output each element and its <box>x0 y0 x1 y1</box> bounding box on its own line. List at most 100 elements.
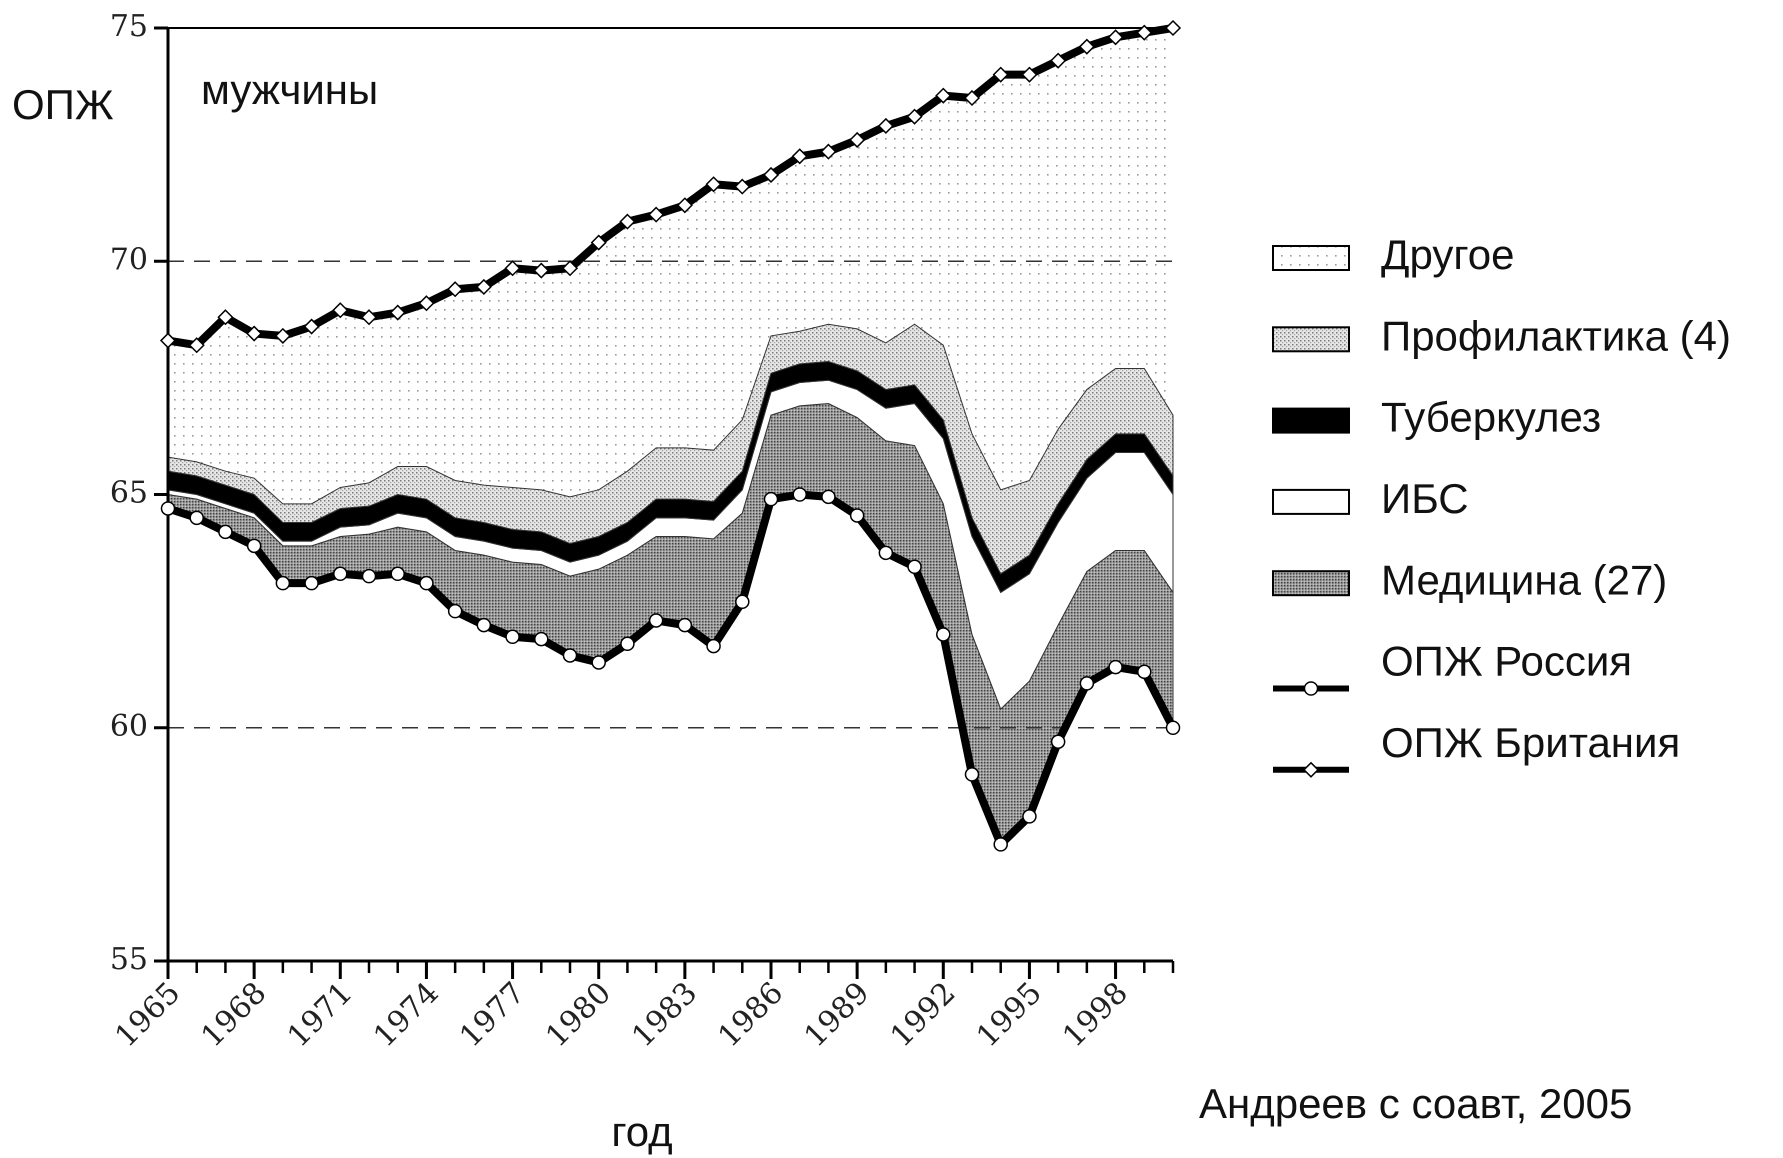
point-diamond <box>1050 52 1067 69</box>
point-diamond <box>619 213 636 230</box>
legend-label: Туберкулез <box>1381 394 1601 441</box>
point-circle <box>878 545 894 561</box>
y-tick-label: 60 <box>110 709 148 744</box>
x-tick-label: 1980 <box>539 976 618 1055</box>
point-diamond <box>820 143 837 160</box>
point-diamond <box>791 148 808 165</box>
legend-swatch <box>1272 326 1350 353</box>
point-diamond <box>676 197 693 214</box>
point-diamond <box>418 295 435 312</box>
point-circle <box>735 594 750 610</box>
x-tick-label: 1992 <box>884 976 963 1055</box>
point-circle <box>562 648 578 663</box>
x-tick-label: 1974 <box>367 976 446 1055</box>
legend-label: Медицина (27) <box>1381 556 1667 603</box>
point-diamond <box>705 176 722 193</box>
point-circle <box>706 638 721 654</box>
point-circle <box>1108 659 1123 675</box>
legend-label: Другое <box>1381 231 1514 278</box>
point-circle <box>447 603 463 619</box>
x-tick-label: 1968 <box>195 976 274 1055</box>
y-tick-label: 65 <box>110 476 148 511</box>
point-circle <box>763 491 779 507</box>
point-diamond <box>877 117 894 135</box>
point-diamond <box>1078 38 1095 55</box>
point-circle <box>189 510 204 526</box>
area-band <box>167 323 1174 575</box>
x-axis-label: год <box>611 1108 672 1155</box>
point-circle <box>936 627 951 642</box>
point-diamond <box>963 89 981 107</box>
point-diamond <box>1136 24 1153 41</box>
point-diamond <box>935 87 952 104</box>
point-diamond <box>906 108 923 125</box>
point-diamond <box>762 166 780 184</box>
x-tick-label: 1989 <box>798 976 877 1055</box>
point-circle <box>792 487 807 502</box>
point-circle <box>907 559 922 575</box>
point-circle <box>677 617 693 633</box>
x-tick-label: 1995 <box>970 976 1049 1055</box>
point-circle <box>419 575 434 591</box>
x-tick-label: 1977 <box>453 976 532 1055</box>
point-diamond <box>447 281 464 298</box>
point-circle <box>993 837 1008 852</box>
x-tick-label: 1998 <box>1056 976 1135 1055</box>
point-circle <box>620 636 635 652</box>
point-diamond <box>1107 29 1124 46</box>
point-diamond <box>274 327 291 344</box>
area-remainder <box>168 28 1173 504</box>
y-tick-label: 70 <box>110 242 148 277</box>
point-circle <box>591 655 606 670</box>
point-circle <box>534 631 549 647</box>
point-circle <box>246 538 262 554</box>
point-diamond <box>1164 19 1182 37</box>
x-tick-label: 1971 <box>281 976 360 1055</box>
panel-annotation: мужчины <box>201 66 378 113</box>
point-circle <box>218 524 233 540</box>
point-circle <box>333 566 348 582</box>
point-diamond <box>648 206 665 223</box>
point-diamond <box>533 262 550 279</box>
x-tick-label: 1986 <box>712 976 791 1055</box>
point-diamond <box>246 325 263 342</box>
source-note: Андреев с соавт, 2005 <box>1199 1080 1632 1127</box>
legend-label: Профилактика (4) <box>1381 312 1731 359</box>
legend-swatch <box>1272 407 1350 434</box>
legend-marker <box>1303 681 1319 696</box>
point-diamond <box>504 260 521 277</box>
point-circle <box>1079 676 1095 691</box>
point-circle <box>1050 734 1066 749</box>
point-diamond <box>561 260 579 277</box>
y-tick-label: 75 <box>110 9 148 44</box>
y-tick-label: 55 <box>110 942 148 977</box>
legend-swatch <box>1272 570 1350 597</box>
point-circle <box>390 566 405 582</box>
point-diamond <box>159 332 177 349</box>
legend-label: ИБС <box>1381 475 1469 522</box>
y-axis-label: ОПЖ <box>12 81 114 128</box>
point-diamond <box>849 131 866 149</box>
point-circle <box>505 629 520 645</box>
point-circle <box>964 767 980 782</box>
point-diamond <box>217 309 234 326</box>
point-diamond <box>992 66 1009 83</box>
legend-label: ОПЖ Британия <box>1381 719 1680 766</box>
point-circle <box>304 575 319 591</box>
point-circle <box>275 575 291 591</box>
point-circle <box>361 568 377 584</box>
point-diamond <box>1021 66 1038 83</box>
x-tick-label: 1965 <box>109 976 188 1055</box>
point-diamond <box>332 302 349 319</box>
point-circle <box>648 613 664 628</box>
point-diamond <box>360 309 378 326</box>
point-circle <box>849 508 865 523</box>
point-diamond <box>590 234 607 251</box>
legend-label: ОПЖ Россия <box>1381 638 1632 685</box>
point-diamond <box>734 178 751 195</box>
legend-marker <box>1302 761 1320 778</box>
point-circle <box>160 501 176 516</box>
point-circle <box>1137 664 1152 680</box>
point-diamond <box>188 337 205 354</box>
